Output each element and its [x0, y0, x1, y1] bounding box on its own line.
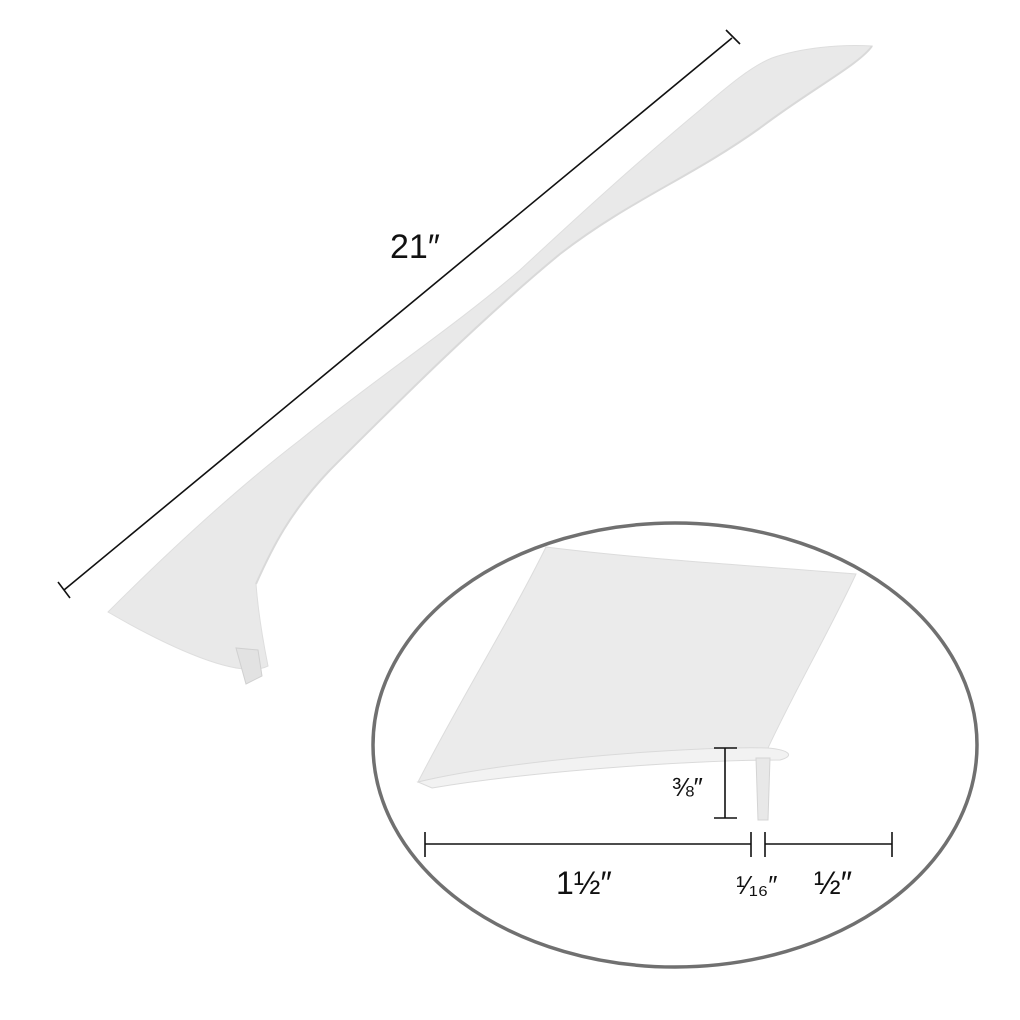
length-dimension	[57, 29, 741, 599]
height-dimension	[714, 747, 737, 819]
cross-section-fin	[755, 757, 771, 821]
length-tick-start	[57, 581, 71, 599]
strip-fin	[235, 647, 263, 685]
thickness-label: ¹⁄₁₆″	[736, 870, 777, 900]
gap-cover-strip	[107, 45, 873, 685]
strip-edge-shade	[255, 45, 873, 585]
length-tick-end	[725, 29, 741, 45]
cross-section-lip	[416, 747, 790, 789]
length-label: 21″	[390, 228, 440, 266]
length-dimension-line	[63, 37, 733, 591]
flap-label: ½″	[814, 865, 852, 901]
width-label: 1½″	[556, 865, 612, 901]
flap-dimension	[764, 832, 893, 857]
height-label: ⅜″	[672, 772, 703, 802]
cross-section	[416, 546, 857, 821]
width-dimension	[424, 832, 752, 857]
